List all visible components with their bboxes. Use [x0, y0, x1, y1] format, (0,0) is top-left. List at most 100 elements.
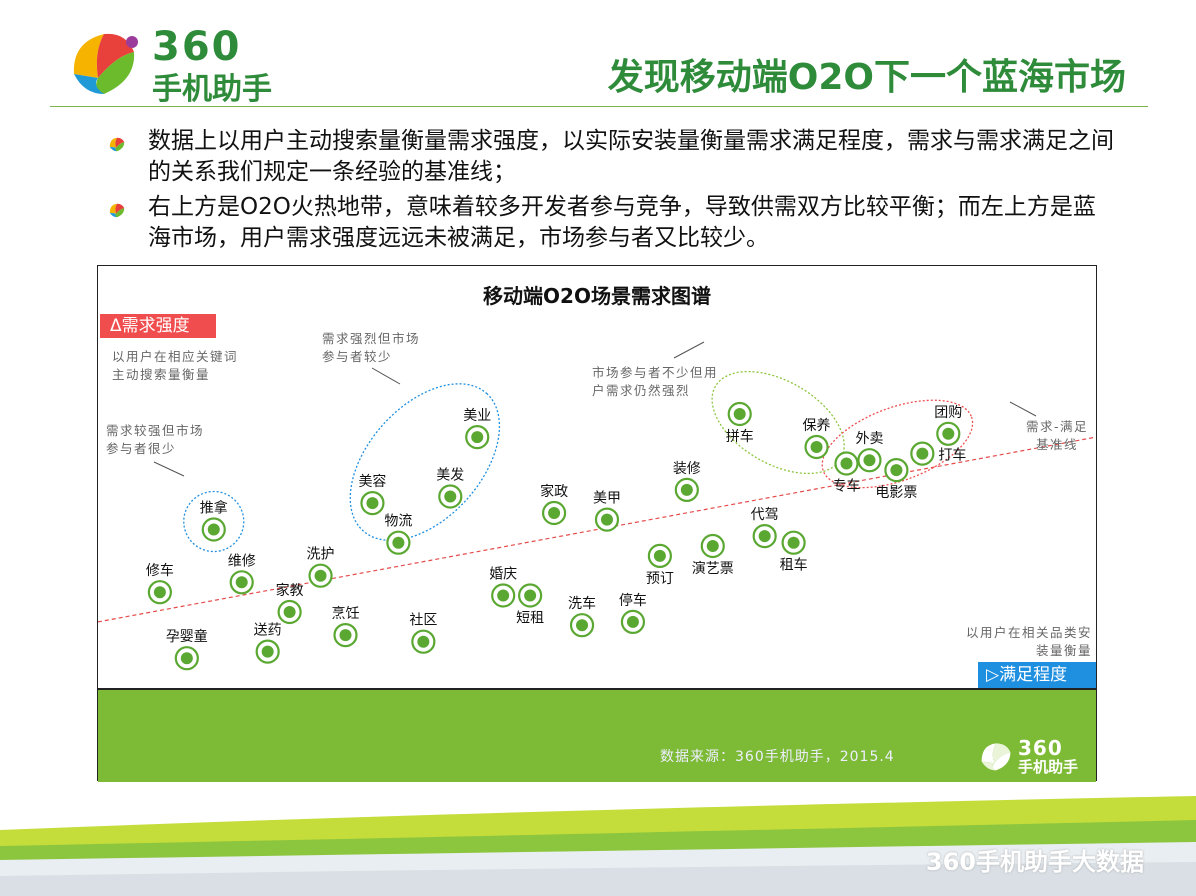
- point-label: 停车: [619, 592, 647, 609]
- scatter-point: 预订: [646, 543, 674, 587]
- scatter-marker-core: [417, 635, 430, 648]
- point-label: 烹饪: [332, 605, 360, 622]
- point-label: 代驾: [751, 507, 779, 523]
- data-source: 数据来源：360手机助手，2015.4: [660, 749, 895, 765]
- scatter-point: 短租: [516, 583, 544, 627]
- cluster-ellipse: [711, 370, 845, 475]
- point-label: 拼车: [726, 428, 754, 445]
- scatter-point: 送药: [254, 623, 282, 664]
- scatter-point: 孕婴童: [166, 628, 208, 671]
- scatter-marker-core: [524, 589, 537, 602]
- scatter-marker-core: [840, 457, 853, 470]
- bullet-list: 数据上以用户主动搜索量衡量需求强度，以实际安装量衡量需求满足程度，需求与需求满足…: [108, 126, 1118, 258]
- band-logo-mark-icon: [981, 743, 1011, 771]
- cluster-ellipse: [821, 399, 974, 489]
- scatter-point: 婚庆: [489, 567, 517, 608]
- scatter-marker-core: [180, 652, 193, 665]
- scatter-marker-core: [366, 497, 379, 510]
- scatter-point: 拼车: [726, 401, 754, 445]
- page-title: 发现移动端O2O下一个蓝海市场: [607, 57, 1126, 98]
- point-label: 电影票: [875, 485, 917, 501]
- scatter-point: 美发: [436, 468, 464, 509]
- scatter-point: 维修: [228, 553, 256, 595]
- scatter-marker-core: [680, 483, 693, 496]
- scatter-marker-core: [444, 490, 457, 503]
- scatter-point: 家教: [276, 582, 304, 625]
- scatter-point: 租车: [780, 530, 808, 574]
- y-axis-label: Δ需求强度: [100, 314, 216, 338]
- annotation-pointer: [673, 341, 705, 359]
- bullet-text: 数据上以用户主动搜索量衡量需求强度，以实际安装量衡量需求满足程度，需求与需求满足…: [148, 128, 1114, 185]
- scatter-point: 电影票: [875, 458, 917, 501]
- point-label: 美业: [463, 408, 491, 424]
- point-label: 演艺票: [692, 561, 734, 577]
- band-logo: 360 手机助手: [978, 736, 1096, 776]
- scatter-marker-core: [890, 464, 903, 477]
- logo-brand-number: 360: [152, 24, 242, 70]
- x-axis-note: 以用户在相关品类安装量衡量: [965, 625, 1092, 658]
- scatter-point: 专车: [833, 451, 861, 495]
- point-label: 美发: [436, 468, 464, 484]
- baseline-label: 需求-满足基准线: [1025, 419, 1088, 452]
- scatter-marker-core: [392, 536, 405, 549]
- scatter-marker-core: [207, 523, 220, 536]
- scatter-point: 推拿: [200, 500, 228, 542]
- scatter-marker-core: [600, 513, 613, 526]
- point-label: 短租: [516, 611, 544, 627]
- point-label: 美甲: [593, 491, 621, 507]
- chart-footer-band: [98, 688, 1096, 782]
- band-logo-name: 手机助手: [1018, 758, 1079, 776]
- scatter-marker-core: [339, 629, 352, 642]
- scatter-marker-core: [653, 549, 666, 562]
- scatter-point: 代驾: [751, 507, 779, 549]
- scatter-point: 洗护: [307, 547, 335, 588]
- scatter-point: 演艺票: [692, 533, 734, 577]
- scatter-point: 物流: [384, 514, 412, 555]
- scatter-marker-core: [576, 619, 589, 632]
- point-label: 预订: [646, 571, 674, 587]
- scatter-marker-core: [787, 536, 800, 549]
- point-label: 美容: [358, 473, 386, 490]
- cluster-ellipse: [183, 490, 245, 553]
- point-label: 洗车: [568, 595, 596, 612]
- point-label: 推拿: [200, 500, 228, 517]
- title-divider: [50, 106, 1148, 107]
- scatter-point: 保养: [803, 418, 831, 460]
- point-label: 家教: [276, 582, 304, 599]
- brand-logo: 360 手机助手: [64, 22, 284, 107]
- scatter-marker-core: [733, 408, 746, 420]
- scatter-marker-core: [942, 427, 955, 440]
- y-axis-note: 以用户在相应关键词主动搜索量衡量: [112, 349, 239, 382]
- footer-swoosh: [0, 796, 1196, 896]
- bullet-logo-icon: [109, 203, 125, 218]
- footer-caption: 360手机助手大数据: [925, 848, 1144, 876]
- bullet-logo-icon: [109, 137, 125, 152]
- point-label: 社区: [409, 613, 437, 629]
- scatter-point: 外卖: [855, 431, 883, 473]
- scatter-marker-core: [497, 589, 510, 602]
- band-logo-number: 360: [1018, 736, 1063, 760]
- chart-title: 移动端O2O场景需求图谱: [483, 284, 711, 308]
- scatter-marker-core: [235, 576, 248, 589]
- scatter-marker-core: [471, 431, 484, 444]
- point-label: 婚庆: [489, 567, 517, 583]
- scatter-point: 洗车: [568, 595, 596, 638]
- point-label: 孕婴童: [166, 628, 208, 645]
- scatter-marker-core: [810, 441, 823, 453]
- scatter-point: 修车: [146, 562, 174, 605]
- logo-mark-icon: [73, 33, 138, 94]
- scatter-marker-core: [261, 645, 274, 658]
- scatter-marker-core: [706, 540, 719, 552]
- scatter-point: 社区: [409, 613, 437, 654]
- point-label: 家政: [540, 483, 568, 500]
- point-label: 装修: [673, 461, 701, 477]
- baseline-line: [98, 436, 1096, 623]
- point-label: 保养: [803, 418, 831, 434]
- scatter-marker-core: [863, 454, 876, 467]
- scatter-point: 美容: [358, 473, 386, 516]
- annotation-note: 需求较强但市场参与者很少: [106, 423, 205, 456]
- bullet-text: 右上方是O2O火热地带，意味着较多开发者参与竞争，导致供需双方比较平衡；而左上方…: [148, 194, 1096, 251]
- scatter-marker-core: [153, 586, 166, 599]
- x-axis-label: ▷满足程度: [978, 662, 1096, 688]
